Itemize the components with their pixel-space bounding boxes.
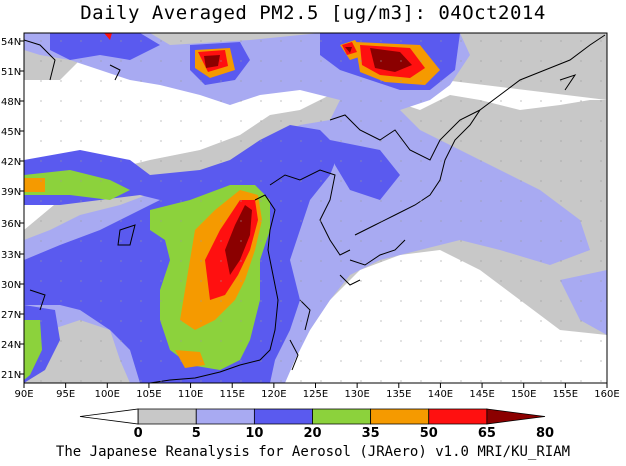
colorbar-label: 80 [536,426,554,440]
y-tick-label: 36N [1,219,21,230]
credit-line: The Japanese Reanalysis for Aerosol (JRA… [55,444,571,460]
x-tick-label: 150E [511,389,536,400]
colorbar: 0 5 10 20 35 50 65 80 [79,408,554,440]
y-tick-label: 48N [1,97,21,108]
x-tick-label: 160E [594,389,619,400]
colorbar-label: 20 [303,426,321,440]
colorbar-label: 35 [362,426,380,440]
colorbar-label: 65 [478,426,496,440]
x-tick-label: 110E [178,389,203,400]
colorbar-swatch [312,408,372,425]
y-tick-label: 21N [1,370,21,381]
grid-dots [24,33,607,383]
x-tick-label: 95E [56,389,75,400]
y-tick-label: 39N [1,187,21,198]
colorbar-label: 5 [192,426,201,440]
y-tick-label: 42N [1,157,21,168]
colorbar-label: 10 [245,426,263,440]
x-tick-label: 130E [344,389,369,400]
y-tick-label: 24N [1,340,21,351]
colorbar-swatch [486,408,546,425]
x-tick-label: 115E [220,389,245,400]
x-tick-label: 105E [136,389,161,400]
y-tick-label: 54N [1,37,21,48]
y-tick-label: 51N [1,67,21,78]
x-tick-label: 120E [261,389,286,400]
x-tick-label: 135E [386,389,411,400]
x-axis-ticks: 90E 95E 100E 105E 110E 115E 120E 125E 130E 135E 14… [14,383,620,400]
x-tick-label: 90E [14,389,33,400]
pm25-map: 90E 95E 100E 105E 110E 115E 120E 125E 130E 135E 14… [1,32,620,440]
y-tick-label: 33N [1,250,21,261]
colorbar-swatch [370,408,430,425]
y-axis-ticks: 54N 51N 48N 45N 42N 39N 36N 33N 30N 27N 24N 21N [1,37,24,381]
colorbar-label: 50 [420,426,438,440]
colorbar-label: 0 [134,426,143,440]
x-tick-label: 145E [469,389,494,400]
y-tick-label: 45N [1,127,21,138]
colorbar-swatch [195,408,255,425]
map-title: Daily Averaged PM2.5 [ug/m3]: 04Oct2014 [80,2,546,24]
colorbar-swatch [253,408,313,425]
colorbar-swatch [428,408,488,425]
y-tick-label: 30N [1,280,21,291]
x-tick-label: 100E [95,389,120,400]
colorbar-swatch [79,408,139,425]
colorbar-swatch [137,408,197,425]
x-tick-label: 125E [303,389,328,400]
x-tick-label: 155E [553,389,578,400]
x-tick-label: 140E [428,389,453,400]
y-tick-label: 27N [1,310,21,321]
